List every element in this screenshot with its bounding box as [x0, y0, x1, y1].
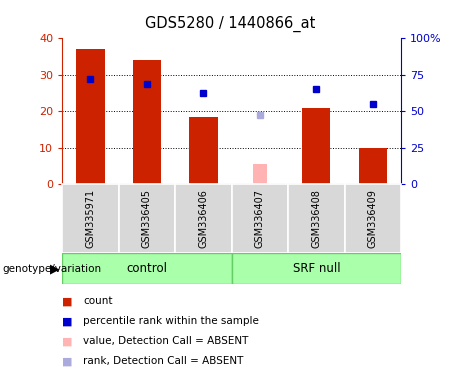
Bar: [231, 253, 401, 284]
Bar: [231, 184, 288, 253]
Text: GDS5280 / 1440866_at: GDS5280 / 1440866_at: [145, 15, 316, 31]
Text: rank, Detection Call = ABSENT: rank, Detection Call = ABSENT: [83, 356, 243, 366]
Text: GSM336405: GSM336405: [142, 189, 152, 248]
Text: ■: ■: [62, 356, 73, 366]
Text: GSM336409: GSM336409: [368, 189, 378, 248]
Text: GSM336408: GSM336408: [311, 189, 321, 248]
Text: GSM335971: GSM335971: [85, 189, 95, 248]
Text: control: control: [126, 262, 167, 275]
Text: percentile rank within the sample: percentile rank within the sample: [83, 316, 259, 326]
Bar: [189, 117, 218, 184]
Bar: [344, 184, 401, 253]
Text: value, Detection Call = ABSENT: value, Detection Call = ABSENT: [83, 336, 248, 346]
Bar: [359, 148, 387, 184]
Bar: [118, 184, 175, 253]
Text: ■: ■: [62, 296, 73, 306]
Bar: [62, 253, 231, 284]
Text: ▶: ▶: [50, 262, 60, 275]
Text: GSM336406: GSM336406: [198, 189, 208, 248]
Text: GSM336407: GSM336407: [255, 189, 265, 248]
Bar: [77, 49, 105, 184]
Text: count: count: [83, 296, 112, 306]
Text: ■: ■: [62, 316, 73, 326]
Text: ■: ■: [62, 336, 73, 346]
Bar: [253, 164, 267, 184]
Bar: [302, 108, 331, 184]
Bar: [133, 60, 161, 184]
Bar: [288, 184, 344, 253]
Bar: [62, 184, 118, 253]
Bar: [175, 184, 231, 253]
Text: SRF null: SRF null: [293, 262, 340, 275]
Text: genotype/variation: genotype/variation: [2, 264, 101, 274]
